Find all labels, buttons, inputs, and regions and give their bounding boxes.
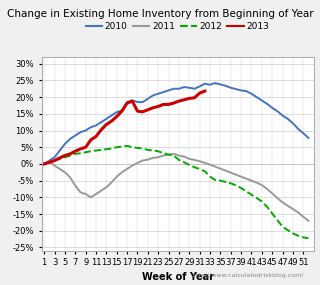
2011 xyxy=(291,207,295,211)
Line: 2012: 2012 xyxy=(44,146,308,238)
2013 xyxy=(151,106,155,109)
Text: Change in Existing Home Inventory from Beginning of Year: Change in Existing Home Inventory from B… xyxy=(7,9,313,19)
2010 xyxy=(291,121,295,125)
2010 xyxy=(167,89,171,92)
2013 xyxy=(94,135,98,138)
2013 xyxy=(182,98,186,101)
2013 xyxy=(42,162,46,166)
2010 xyxy=(203,82,207,86)
2013 xyxy=(78,147,82,150)
2013 xyxy=(130,99,134,103)
2013 xyxy=(104,123,108,126)
2013 xyxy=(141,110,145,113)
2011 xyxy=(42,162,46,166)
2010 xyxy=(42,162,46,166)
2013 xyxy=(58,156,62,160)
2011 xyxy=(172,152,176,156)
2011 xyxy=(136,161,140,165)
2010 xyxy=(213,81,217,85)
2011 xyxy=(219,167,222,170)
2013 xyxy=(193,96,196,99)
2011 xyxy=(167,153,171,156)
2013 xyxy=(177,99,181,103)
2012 xyxy=(42,162,46,166)
Legend: 2010, 2011, 2012, 2013: 2010, 2011, 2012, 2013 xyxy=(82,19,273,35)
2012 xyxy=(172,154,176,157)
2013 xyxy=(187,97,191,100)
Line: 2011: 2011 xyxy=(44,154,308,221)
2010 xyxy=(63,142,67,146)
2013 xyxy=(47,160,51,164)
2013 xyxy=(198,91,202,95)
2013 xyxy=(84,146,88,149)
2012 xyxy=(63,156,67,159)
2013 xyxy=(120,109,124,113)
2012 xyxy=(219,179,222,182)
2013 xyxy=(136,109,140,113)
2013 xyxy=(203,89,207,93)
2013 xyxy=(63,154,67,157)
2013 xyxy=(146,108,150,111)
2012 xyxy=(307,236,310,240)
2013 xyxy=(89,138,93,142)
2013 xyxy=(73,150,77,153)
2013 xyxy=(99,128,103,132)
2013 xyxy=(167,103,171,106)
2010 xyxy=(136,100,140,104)
Line: 2013: 2013 xyxy=(44,91,205,164)
Line: 2010: 2010 xyxy=(44,83,308,164)
X-axis label: Week of Year: Week of Year xyxy=(141,272,214,282)
2013 xyxy=(172,101,176,105)
2013 xyxy=(52,159,56,162)
2013 xyxy=(68,152,72,156)
2012 xyxy=(208,175,212,178)
2013 xyxy=(115,115,119,118)
2010 xyxy=(219,83,222,86)
2013 xyxy=(156,105,160,108)
2013 xyxy=(110,119,114,123)
2012 xyxy=(141,147,145,150)
2013 xyxy=(125,101,129,105)
2011 xyxy=(63,170,67,174)
2011 xyxy=(208,163,212,166)
2013 xyxy=(161,103,165,106)
2012 xyxy=(291,232,295,235)
2011 xyxy=(307,219,310,222)
Text: http://www.calculatedriskblog.com/: http://www.calculatedriskblog.com/ xyxy=(192,273,303,278)
2010 xyxy=(307,136,310,140)
2012 xyxy=(125,144,129,148)
